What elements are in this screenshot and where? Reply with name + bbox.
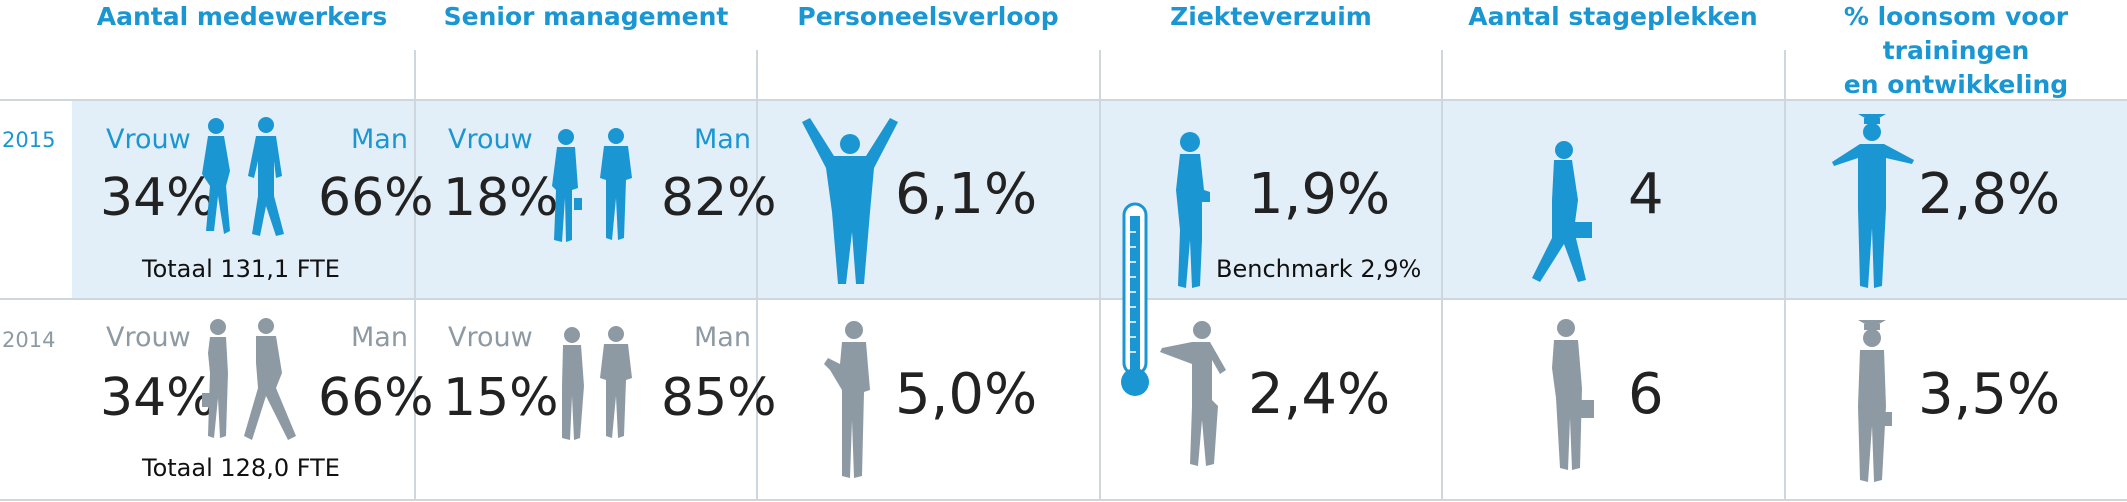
- woman-leaning-icon: [1160, 321, 1226, 466]
- senior-2014-vrouw-pct: 15%: [443, 368, 559, 428]
- turnover-2015-value: 6,1%: [895, 162, 1038, 227]
- column-divider: [756, 50, 758, 500]
- header-senior-management: Senior management: [443, 2, 729, 31]
- header-training-line2: en ontwikkeling: [1843, 70, 2069, 99]
- year-2015: 2015: [2, 128, 56, 152]
- senior-2015-man-pct: 82%: [661, 168, 777, 228]
- header-turnover: Personeelsverloop: [797, 2, 1059, 31]
- employees-2015-man-pct: 66%: [318, 168, 434, 228]
- woman-with-briefcase-icon: [1532, 141, 1592, 282]
- employees-2014-vrouw-pct: 34%: [100, 368, 216, 428]
- employees-2015-vrouw-pct: 34%: [100, 168, 216, 228]
- training-2015-value: 2,8%: [1918, 162, 2061, 227]
- man-with-briefcase-icon: [1552, 319, 1594, 470]
- header-internships: Aantal stageplekken: [1468, 2, 1758, 31]
- businesswoman-businessman-icon: [562, 326, 632, 440]
- businesswoman-businessman-icon: [552, 128, 632, 242]
- employees-2014-man-pct: 66%: [318, 368, 434, 428]
- column-divider: [1099, 50, 1101, 500]
- senior-2014-man-label: Man: [694, 322, 751, 353]
- header-employees: Aantal medewerkers: [96, 2, 388, 31]
- header-training: % loonsom voor trainingen en ontwikkelin…: [1786, 0, 2126, 102]
- turnover-2014-value: 5,0%: [895, 362, 1038, 427]
- sickness-2014-value: 2,4%: [1248, 362, 1391, 427]
- year-2014: 2014: [2, 328, 56, 352]
- employees-2014-man-label: Man: [351, 322, 408, 353]
- senior-2015-vrouw-label: Vrouw: [448, 124, 533, 155]
- row-divider: [0, 499, 2127, 501]
- sickness-2015-value: 1,9%: [1248, 162, 1391, 227]
- woman-man-walking-icon: [202, 318, 296, 440]
- column-divider: [1784, 50, 1786, 500]
- employees-2015-total: Totaal 131,1 FTE: [142, 255, 340, 283]
- row-divider: [0, 298, 2127, 300]
- internships-2015-value: 4: [1628, 162, 1664, 227]
- graduate-woman-icon: [1832, 114, 1914, 288]
- sickness-benchmark: Benchmark 2,9%: [1216, 255, 1422, 283]
- graduate-woman-icon: [1858, 320, 1892, 482]
- header-sickness: Ziekteverzuim: [1170, 2, 1372, 31]
- employees-2015-man-label: Man: [351, 124, 408, 155]
- column-divider: [414, 50, 416, 500]
- thermometer-icon: [1121, 202, 1149, 396]
- woman-with-cup-icon: [1176, 132, 1210, 288]
- woman-walking-icon: [202, 117, 284, 236]
- employees-2015-vrouw-label: Vrouw: [106, 124, 191, 155]
- arms-raised-man-icon: [802, 118, 898, 284]
- senior-2015-man-label: Man: [694, 124, 751, 155]
- employees-2014-vrouw-label: Vrouw: [106, 322, 191, 353]
- senior-2014-vrouw-label: Vrouw: [448, 322, 533, 353]
- employees-2014-total: Totaal 128,0 FTE: [142, 454, 340, 482]
- column-divider: [1441, 50, 1443, 500]
- training-2014-value: 3,5%: [1918, 362, 2061, 427]
- senior-2015-vrouw-pct: 18%: [443, 168, 559, 228]
- row-divider: [0, 99, 2127, 101]
- header-training-line1: % loonsom voor trainingen: [1843, 2, 2069, 65]
- senior-2014-man-pct: 85%: [661, 368, 777, 428]
- internships-2014-value: 6: [1628, 362, 1664, 427]
- man-with-cup-icon: [824, 321, 870, 478]
